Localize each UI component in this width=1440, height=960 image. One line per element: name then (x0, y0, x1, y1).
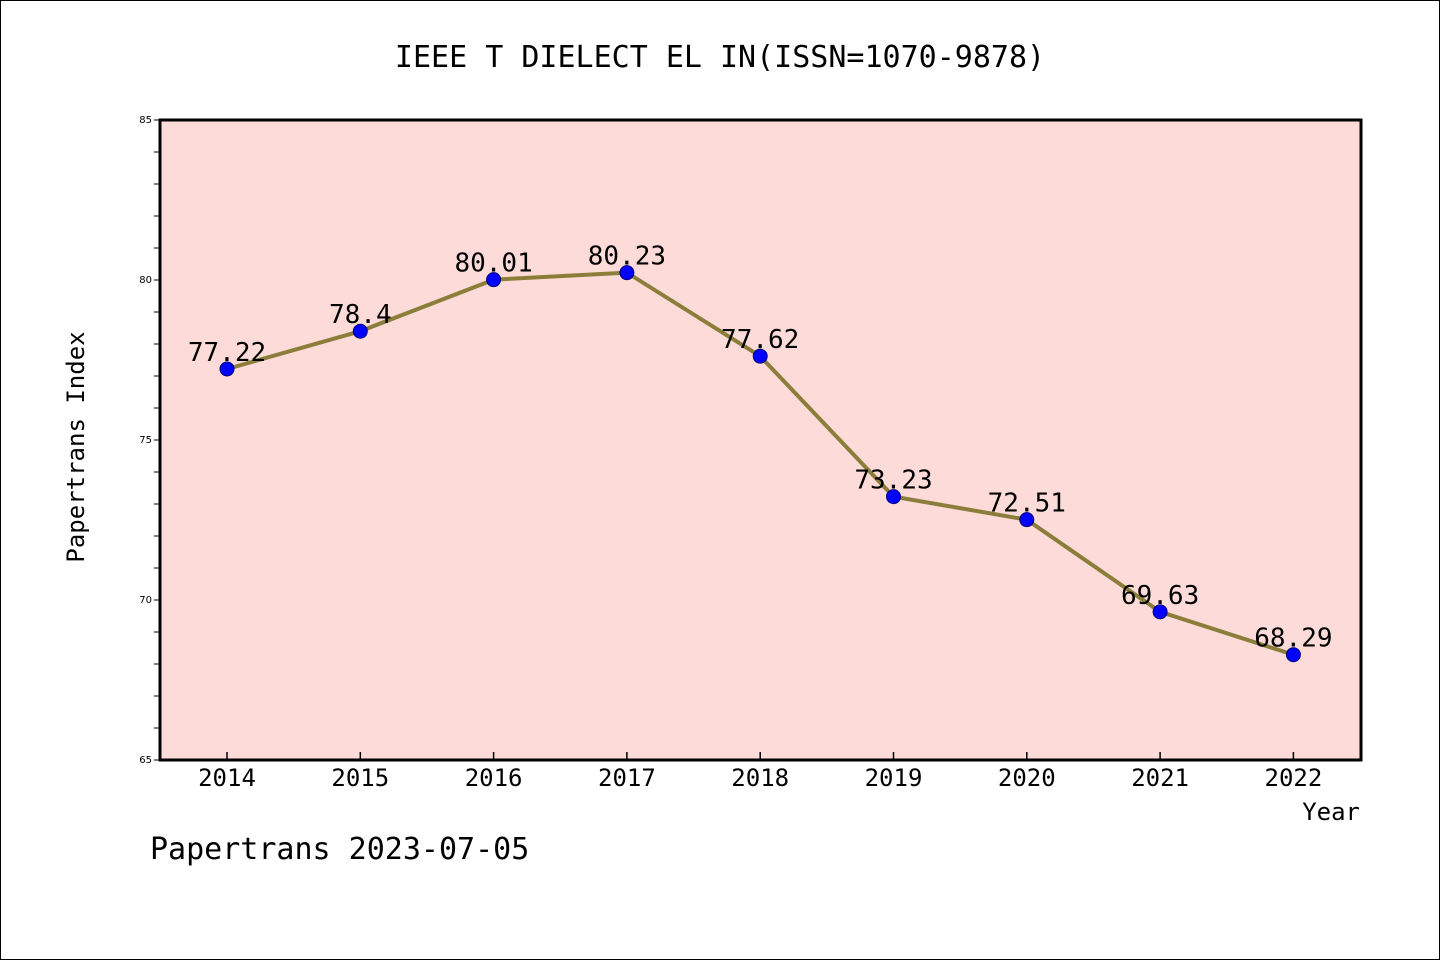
x-tick-label: 2015 (331, 764, 389, 792)
x-tick-labels: 2014 2015 2016 2017 2018 2019 2020 2021 2022 (198, 764, 1322, 792)
data-point (486, 272, 502, 288)
x-axis-label: Year (1302, 798, 1360, 826)
x-tick-label: 2019 (865, 764, 923, 792)
data-point (886, 489, 901, 505)
x-tick-label: 2021 (1131, 764, 1189, 792)
data-point (752, 348, 768, 364)
x-tick-label: 2016 (465, 764, 523, 792)
data-labels: 77.22 78.4 80.01 80.23 77.62 73.23 72.51 69.63 6… (188, 242, 1333, 654)
y-tick-label: 85 (139, 115, 152, 126)
data-label: 72.51 (988, 489, 1066, 519)
data-label: 80.23 (588, 242, 666, 272)
y-tick-label: 70 (139, 595, 152, 606)
data-label: 80.01 (454, 249, 532, 279)
data-label: 77.22 (188, 338, 266, 368)
data-label: 73.23 (854, 466, 932, 496)
data-point (1152, 604, 1168, 620)
data-point (619, 265, 635, 281)
x-tick-label: 2022 (1265, 764, 1323, 792)
data-label: 77.62 (721, 325, 799, 355)
data-label: 78.4 (329, 300, 392, 330)
x-tick-label: 2014 (198, 764, 256, 792)
data-point (352, 323, 368, 339)
chart-title: IEEE T DIELECT EL IN(ISSN=1070-9878) (395, 40, 1045, 75)
x-tick-label: 2018 (731, 764, 789, 792)
y-tick-label: 75 (139, 435, 152, 446)
y-axis-label: Papertrans Index (62, 331, 90, 562)
data-point (219, 361, 235, 377)
data-label: 68.29 (1254, 624, 1332, 654)
data-point (1019, 512, 1035, 528)
x-tick-label: 2017 (598, 764, 656, 792)
footer-watermark: Papertrans 2023-07-05 (150, 832, 530, 867)
x-tick-label: 2020 (998, 764, 1056, 792)
data-markers (219, 265, 1301, 663)
data-point (1285, 647, 1301, 663)
plot-area (158, 118, 1363, 762)
y-tick-label: 65 (139, 755, 152, 766)
data-label: 69.63 (1121, 581, 1199, 611)
y-tick-labels: 65 70 75 80 85 (139, 115, 152, 766)
y-minor-ticks (154, 119, 160, 761)
y-tick-label: 80 (139, 275, 152, 286)
x-ticks (226, 752, 1295, 760)
